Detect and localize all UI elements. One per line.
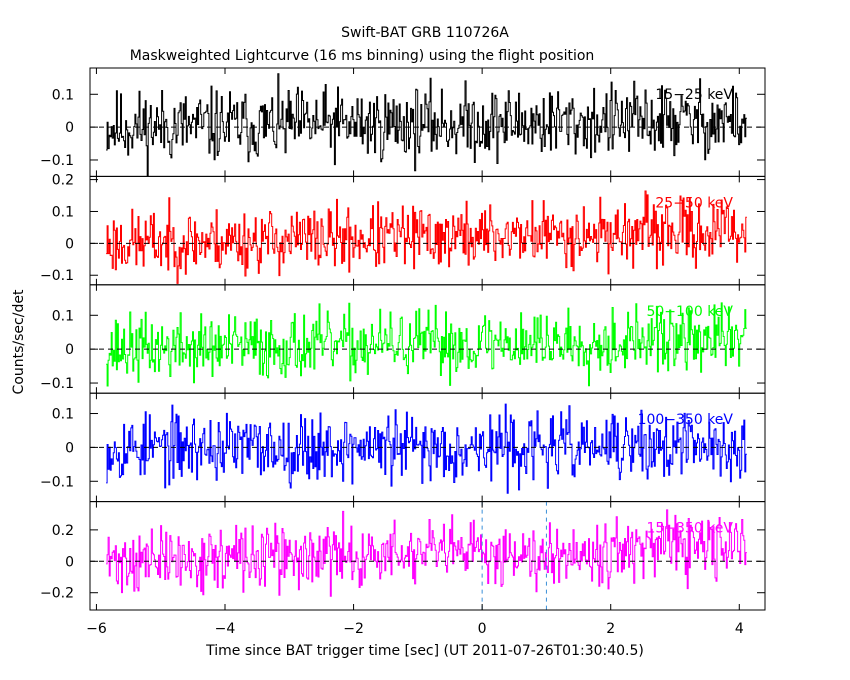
x-tick-label: −6	[86, 621, 107, 637]
series-line	[106, 403, 747, 494]
y-tick-label: 0.1	[52, 87, 74, 103]
y-tick-label: 0	[65, 440, 74, 456]
chart-title: Swift-BAT GRB 110726A	[341, 25, 509, 41]
panels-group: −0.100.1 15−25 keV−0.100.10.225−50 keV−0.…	[40, 67, 766, 637]
x-tick-label: −2	[343, 621, 364, 637]
y-tick-label: 0.2	[52, 173, 74, 189]
series-line	[106, 73, 747, 177]
y-tick-label: 0	[65, 342, 74, 358]
y-tick-label: −0.1	[40, 376, 74, 392]
series-line	[106, 509, 747, 597]
panel-4: −0.1 0 0.1 100−350 keV	[40, 392, 766, 503]
x-tick-label: 2	[606, 621, 615, 637]
panel-frame	[89, 501, 766, 611]
panel-5: −0.2 0 0.2 15−350 keV	[40, 501, 766, 611]
y-tick-label: −0.1	[40, 153, 74, 169]
x-tick-label: −4	[215, 621, 236, 637]
energy-band-label: 100−350 keV	[638, 412, 734, 428]
x-axis-label: Time since BAT trigger time [sec] (UT 20…	[205, 643, 644, 659]
y-axis-label: Counts/sec/det	[11, 289, 27, 394]
panel-1: −0.1 0 0.1 15−25 keV	[40, 67, 766, 177]
energy-band-label: 15−350 keV	[646, 521, 733, 537]
x-tick-label: 0	[478, 621, 487, 637]
y-tick-label: −0.1	[40, 474, 74, 490]
energy-band-label: 50−100 keV	[646, 304, 733, 320]
x-tick-label: 4	[735, 621, 744, 637]
y-tick-label: −0.2	[40, 586, 74, 602]
panel-2: −0.1 0 0.1 0.2 25−50 keV	[40, 173, 766, 286]
energy-band-label: 15−25 keV	[655, 87, 733, 103]
y-tick-label: 0	[65, 236, 74, 252]
y-tick-label: 0.1	[52, 407, 74, 423]
y-tick-label: 0.1	[52, 308, 74, 324]
series-line	[106, 190, 747, 284]
y-tick-label: 0.1	[52, 204, 74, 220]
y-tick-label: 0.2	[52, 523, 74, 539]
panel-3: −0.1 0 0.1 50−100 keV	[40, 284, 766, 394]
series-line	[106, 302, 747, 387]
energy-band-label: 25−50 keV	[655, 195, 733, 211]
y-tick-label: 0	[65, 554, 74, 570]
chart-subtitle: Maskweighted Lightcurve (16 ms binning) …	[130, 48, 595, 64]
y-tick-label: −0.1	[40, 268, 74, 284]
y-tick-label: 0	[65, 120, 74, 136]
